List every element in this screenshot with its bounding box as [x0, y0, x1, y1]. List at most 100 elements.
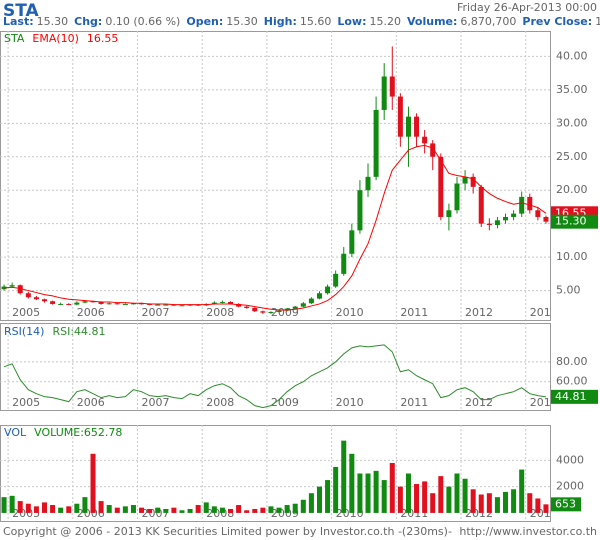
volume-bar: [236, 505, 242, 513]
rsi-box: [551, 389, 598, 404]
candle-body: [122, 303, 128, 305]
field-label: Low:: [337, 15, 366, 28]
volume-bar: [300, 499, 306, 513]
candle-body: [405, 116, 411, 137]
y-tick-label: 4000: [556, 453, 584, 466]
x-tick-label: 2006: [77, 396, 105, 409]
candle-body: [381, 76, 387, 110]
copyright: Copyright @ 2006 - 2013 KK Securities Li…: [3, 525, 452, 538]
volume-bar: [98, 501, 104, 513]
candle-body: [535, 210, 541, 217]
legend-rsi: RSI(14): [4, 325, 44, 338]
candle-body: [211, 302, 217, 304]
volume-bar: [139, 507, 145, 513]
volume-bar: [66, 506, 72, 513]
volume-bar: [25, 503, 31, 513]
candle-body: [349, 230, 355, 254]
candle-body: [470, 176, 476, 187]
candle-body: [228, 301, 234, 304]
candle-body: [430, 143, 436, 157]
volume-bar: [511, 489, 517, 513]
volume-bar: [171, 507, 177, 513]
x-tick-label: 2005: [12, 396, 40, 409]
volume-bar: [365, 473, 371, 513]
volume-bar: [389, 462, 395, 513]
candle-body: [114, 303, 120, 305]
y-tick-label: 25.00: [556, 150, 588, 163]
candle-body: [527, 196, 533, 211]
footer-url: http://www.investor.co.th: [459, 525, 597, 538]
volume-bar: [276, 507, 282, 513]
volume-bar: [147, 508, 153, 513]
y-tick-label: 40.00: [556, 49, 588, 62]
legend-rsi-value: RSI:44.81: [52, 325, 105, 338]
panel: 2005 2006 2007 2008 2009 2010 2011 2012 2013: [0, 425, 550, 521]
volume-bar: [357, 473, 363, 513]
volume-bar: [58, 507, 64, 513]
volume-bar: [219, 507, 225, 513]
field-label: Prev Close:: [522, 15, 592, 28]
volume-bar: [260, 507, 266, 513]
candle-body: [58, 303, 64, 305]
volume-bar: [462, 478, 468, 513]
volume-bar: [341, 440, 347, 513]
candle-body: [155, 304, 161, 306]
volume-bar: [397, 486, 403, 513]
candle-body: [163, 304, 169, 306]
field-label: Chg:: [74, 15, 102, 28]
date-time: Friday 26-Apr-2013 00:00: [457, 1, 597, 14]
x-tick-label: 2009: [271, 396, 299, 409]
x-tick-label: 2013: [530, 396, 558, 409]
x-tick-label: 2010: [336, 396, 364, 409]
volume-bar: [470, 489, 476, 513]
x-tick-label: 2008: [206, 306, 234, 319]
volume-bar: [543, 504, 549, 513]
y-tick-label: 20.00: [556, 183, 588, 196]
candle-body: [341, 253, 347, 274]
volume-bar: [494, 497, 500, 513]
volume-bar: [252, 508, 258, 513]
candle-body: [50, 301, 56, 304]
volume-bar: [503, 491, 509, 513]
candle-body: [74, 302, 80, 305]
volume-bar: [422, 481, 428, 513]
candle-body: [373, 109, 379, 177]
legend-ema-value: 16.55: [87, 32, 119, 45]
volume-bar: [106, 505, 112, 513]
quote-fields: Last: 15.30 Chg: 0.10 (0.66 %) Open: 15.30 Hig…: [3, 15, 600, 28]
field-value: 0.10 (0.66 %): [105, 15, 180, 28]
y-tick-label: 30.00: [556, 116, 588, 129]
candle-body: [389, 76, 395, 97]
volume-bar: [454, 473, 460, 513]
volume-bar: [478, 494, 484, 513]
candle-body: [41, 299, 47, 302]
volume-bar: [316, 486, 322, 513]
candle-body: [300, 303, 306, 307]
candle-body: [494, 220, 500, 226]
x-tick-label: 2008: [206, 396, 234, 409]
volume-bar: [17, 501, 23, 513]
field-value: 15.60: [300, 15, 332, 28]
candle-body: [244, 306, 250, 308]
legend-ema: EMA(10): [32, 32, 79, 45]
volume-bar: [33, 506, 39, 513]
field-label: Last:: [3, 15, 34, 28]
volume-bar: [349, 453, 355, 513]
candle-body: [33, 297, 39, 300]
volume-bar: [82, 497, 88, 513]
volume-bar: [373, 470, 379, 513]
candle-body: [446, 210, 452, 217]
volume-bar: [228, 508, 234, 513]
field-label: Volume:: [407, 15, 457, 28]
volume-bar: [527, 493, 533, 513]
candle-body: [316, 293, 322, 299]
volume-bar: [195, 505, 201, 513]
candle-body: [333, 273, 339, 287]
x-tick-label: 2007: [142, 306, 170, 319]
volume-bar: [292, 503, 298, 513]
field-label: Open:: [186, 15, 223, 28]
volume-bar: [179, 510, 185, 513]
candle-body: [106, 303, 112, 305]
legend-vol-value: VOLUME:652.78: [34, 426, 122, 439]
x-tick-label: 2006: [77, 306, 105, 319]
